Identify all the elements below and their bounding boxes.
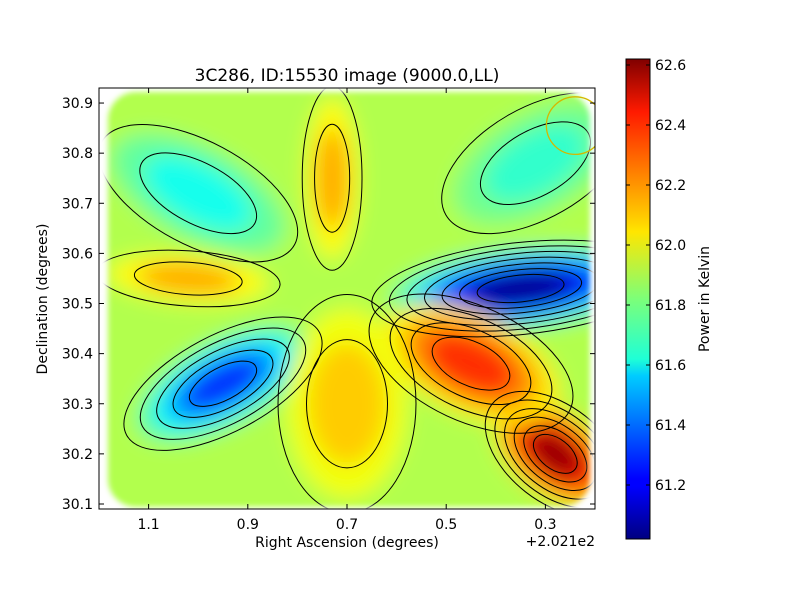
y-tick-label: 30.4: [62, 347, 93, 363]
contour-line: [99, 124, 299, 263]
contour-line: [389, 307, 553, 420]
colorbar-label: Power in Kelvin: [697, 246, 713, 352]
contour-line: [513, 416, 595, 492]
contour-line: [139, 152, 258, 235]
contour-line: [494, 399, 595, 509]
y-axis-label: Declination (degrees): [35, 224, 51, 375]
contour-line: [479, 121, 592, 206]
y-axis: 30.1 30.2 30.3 30.4 30.5 30.6 30.7 30.8 30.9: [62, 96, 595, 513]
colorbar-tick-label: 61.2: [655, 478, 686, 494]
heatmap-blob: [309, 344, 385, 464]
contour-line: [368, 293, 574, 434]
heatmap-image: [99, 88, 595, 509]
colorbar-tick-label: 61.4: [655, 418, 686, 434]
contour-line: [306, 339, 388, 469]
heatmap-blob: [426, 333, 516, 394]
colorbar-tick-label: 62.0: [655, 238, 686, 254]
contour-line: [441, 92, 595, 235]
y-tick-label: 30.6: [62, 246, 93, 262]
y-tick-label: 30.7: [62, 196, 93, 212]
contour-lines: [99, 88, 595, 509]
chart-title: 3C286, ID:15530 image (9000.0,LL): [195, 66, 500, 86]
heatmap-blob: [185, 358, 261, 410]
heatmap-blob: [315, 128, 349, 229]
contour-line: [459, 268, 583, 309]
heatmap-blob: [484, 124, 587, 202]
contour-line: [139, 327, 307, 440]
contour-line: [523, 425, 588, 483]
y-tick-label: 30.1: [62, 497, 93, 513]
x-axis: 1.1 0.9 0.7 0.5 0.3: [137, 88, 557, 533]
colorbar-tick-label: 61.6: [655, 358, 686, 374]
colorbar-gradient: [625, 58, 651, 540]
contour-line: [301, 88, 363, 271]
heatmap-blob: [138, 263, 239, 294]
contour-line: [172, 349, 274, 418]
x-tick-label: 0.7: [336, 517, 358, 533]
contour-line: [371, 239, 595, 338]
contour-line: [410, 322, 532, 406]
contour-line: [476, 273, 565, 304]
x-tick-label: 0.3: [534, 517, 556, 533]
colorbar: 61.2 61.4 61.6 61.8 62.0 62.2 62.4 62.6 Power i…: [625, 58, 713, 540]
y-tick-label: 30.3: [62, 397, 93, 413]
contour-line: [406, 251, 595, 326]
x-tick-label: 0.9: [237, 517, 259, 533]
colorbar-tick-label: 62.6: [655, 58, 686, 74]
x-tick-label: 1.1: [137, 517, 159, 533]
beam-circle: [545, 96, 595, 155]
contour-line: [188, 360, 258, 407]
x-tick-label: 0.5: [435, 517, 457, 533]
contour-line: [532, 433, 578, 474]
heatmap-blob: [528, 430, 582, 478]
heatmap-blob: [144, 155, 253, 231]
contour-line: [504, 408, 595, 500]
y-tick-label: 30.8: [62, 146, 93, 162]
y-tick-label: 30.2: [62, 447, 93, 463]
colorbar-tick-label: 61.8: [655, 298, 686, 314]
contour-line: [156, 338, 290, 429]
contour-line: [424, 256, 595, 321]
contour-line: [123, 316, 323, 451]
contour-line: [441, 262, 595, 315]
x-axis-label: Right Ascension (degrees): [255, 535, 439, 551]
x-axis-offset-label: +2.021e2: [526, 534, 595, 550]
contour-line: [314, 123, 351, 233]
colorbar-tick-label: 62.4: [655, 118, 686, 134]
contour-line: [133, 261, 243, 296]
contour-line: [277, 294, 417, 509]
y-tick-label: 30.9: [62, 96, 93, 112]
y-tick-label: 30.5: [62, 297, 93, 313]
contour-line: [99, 249, 281, 308]
contour-line: [431, 336, 511, 391]
colorbar-tick-label: 62.2: [655, 178, 686, 194]
